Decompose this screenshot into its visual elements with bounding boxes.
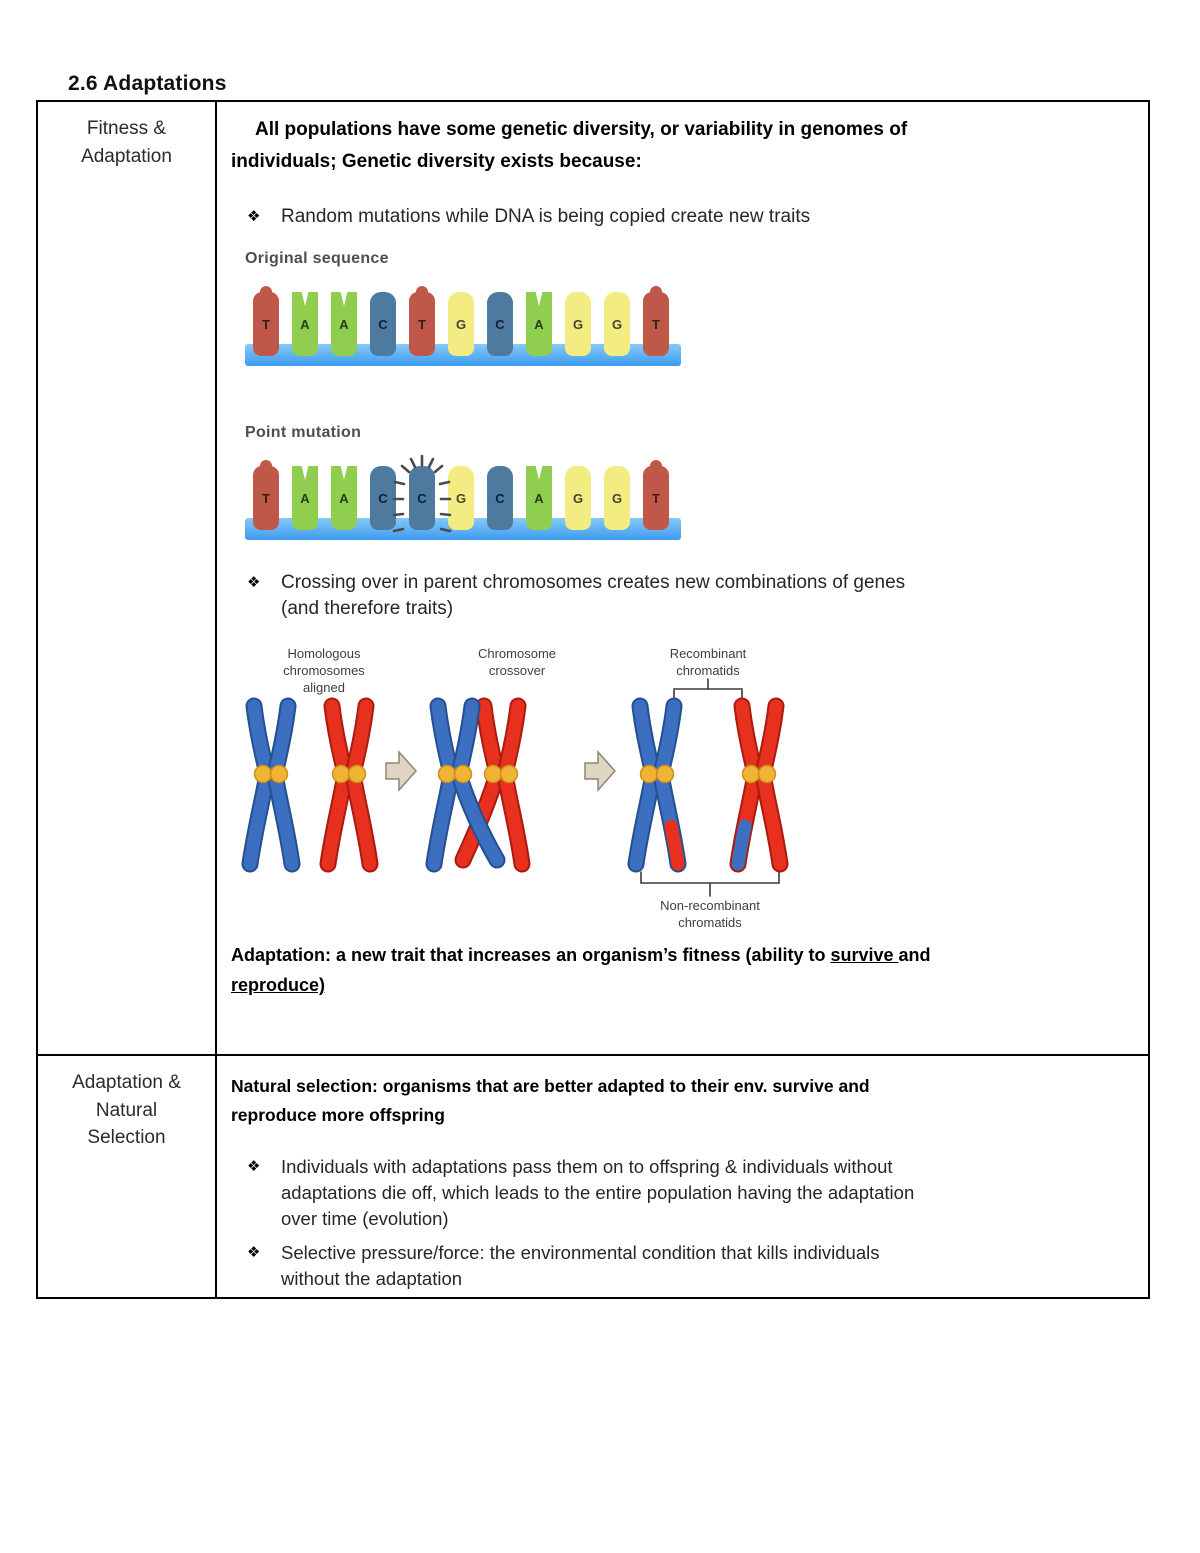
crossover-diagram-svg xyxy=(241,678,789,897)
homologous-chromosomes-label: Homologous chromosomes aligned xyxy=(283,646,365,695)
centromere-dot xyxy=(453,764,473,784)
recombinant-blue-tip xyxy=(731,819,752,871)
dna-base-G: G xyxy=(448,466,474,530)
bullet-text: Individuals with adaptations pass them o… xyxy=(281,1156,915,1229)
underlined-word-survive: survive xyxy=(830,945,899,965)
bullet-item-random-mutations: ❖ Random mutations while DNA is being co… xyxy=(229,204,1124,230)
dna-base-G: G xyxy=(565,466,591,530)
row2-content-cell: Natural selection: organisms that are be… xyxy=(217,1054,1148,1297)
dna-base-T: T xyxy=(409,292,435,356)
bullet-text: Selective pressure/force: the environmen… xyxy=(281,1242,880,1289)
bullet-text: Crossing over in parent chromosomes crea… xyxy=(281,572,906,619)
recombinant-chromatids-label: Recombinant chromatids xyxy=(669,646,747,678)
centromere-dot xyxy=(655,764,675,784)
non-recombinant-chromatids-label: Non-recombinant chromatids xyxy=(660,898,760,930)
bullet-diamond-icon: ❖ xyxy=(247,1244,261,1261)
notes-table: Fitness & Adaptation All populations hav… xyxy=(36,100,1150,1299)
bullet-diamond-icon: ❖ xyxy=(247,1158,261,1175)
row1-content-cell: All populations have some genetic divers… xyxy=(217,102,1148,1054)
dna-base-T: T xyxy=(643,466,669,530)
bullet-item-crossing-over: ❖ Crossing over in parent chromosomes cr… xyxy=(229,570,1124,622)
row1-header-cell: Fitness & Adaptation xyxy=(38,102,217,1054)
dna-base-T: T xyxy=(253,292,279,356)
centromere-dot xyxy=(639,764,659,784)
page-title: 2.6 Adaptations xyxy=(68,72,227,95)
bullet-diamond-icon: ❖ xyxy=(247,574,261,591)
arrow-right-icon xyxy=(385,750,418,792)
centromere-dot xyxy=(347,764,367,784)
row1-intro-text: All populations have some genetic divers… xyxy=(231,119,908,172)
dna-base-A: A xyxy=(526,292,552,356)
crossover-figure: Homologous chromosomes aligned Chromosom… xyxy=(239,644,839,936)
centromere-dot xyxy=(741,764,761,784)
dna-base-A: A xyxy=(292,292,318,356)
recombinant-bracket xyxy=(673,688,743,698)
dna-base-A: A xyxy=(331,292,357,356)
chromosome-crossover-label: Chromosome crossover xyxy=(477,646,557,678)
bullet-diamond-icon: ❖ xyxy=(247,208,261,225)
centromere-dot xyxy=(269,764,289,784)
bullet-item-pass-on: ❖ Individuals with adaptations pass them… xyxy=(229,1154,1124,1232)
dna-base-A: A xyxy=(331,466,357,530)
centromere-dot xyxy=(757,764,777,784)
dna-base-C: C xyxy=(487,466,513,530)
bullet-text: Random mutations while DNA is being copi… xyxy=(281,206,811,227)
arrow-right-icon xyxy=(584,750,617,792)
original-sequence-label: Original sequence xyxy=(245,250,389,267)
centromere-dot xyxy=(331,764,351,784)
centromere-dot xyxy=(483,764,503,784)
definition-text: and xyxy=(898,945,931,965)
dna-base-C: C xyxy=(370,292,396,356)
row2-header-cell: Adaptation & Natural Selection xyxy=(38,1054,217,1297)
centromere-dot xyxy=(437,764,457,784)
definition-text: Adaptation: a new trait that increases a… xyxy=(231,945,831,965)
centromere-dot xyxy=(253,764,273,784)
recombinant-red-tip xyxy=(664,819,685,871)
row2-header-label: Adaptation & Natural Selection xyxy=(72,1072,181,1149)
dna-base-A: A xyxy=(526,466,552,530)
centromere-dot xyxy=(499,764,519,784)
dna-base-C-mutated: C xyxy=(392,454,452,533)
dna-base-G: G xyxy=(448,292,474,356)
dna-base-C: C xyxy=(370,466,396,530)
dna-base-G: G xyxy=(604,466,630,530)
dna-base-G: G xyxy=(565,292,591,356)
bullet-item-selective-pressure: ❖ Selective pressure/force: the environm… xyxy=(229,1240,1124,1292)
row1-header-label: Fitness & Adaptation xyxy=(81,118,172,167)
dna-base-T: T xyxy=(253,466,279,530)
underlined-word-reproduce: reproduce) xyxy=(231,975,326,995)
dna-base-G: G xyxy=(604,292,630,356)
dna-base-T: T xyxy=(643,292,669,356)
dna-base-C: C xyxy=(487,292,513,356)
natural-selection-heading: Natural selection: organisms that are be… xyxy=(231,1076,870,1125)
non-recombinant-bracket xyxy=(640,871,780,884)
adaptation-definition: Adaptation: a new trait that increases a… xyxy=(231,940,1124,1000)
dna-base-A: A xyxy=(292,466,318,530)
point-mutation-label: Point mutation xyxy=(245,424,362,441)
